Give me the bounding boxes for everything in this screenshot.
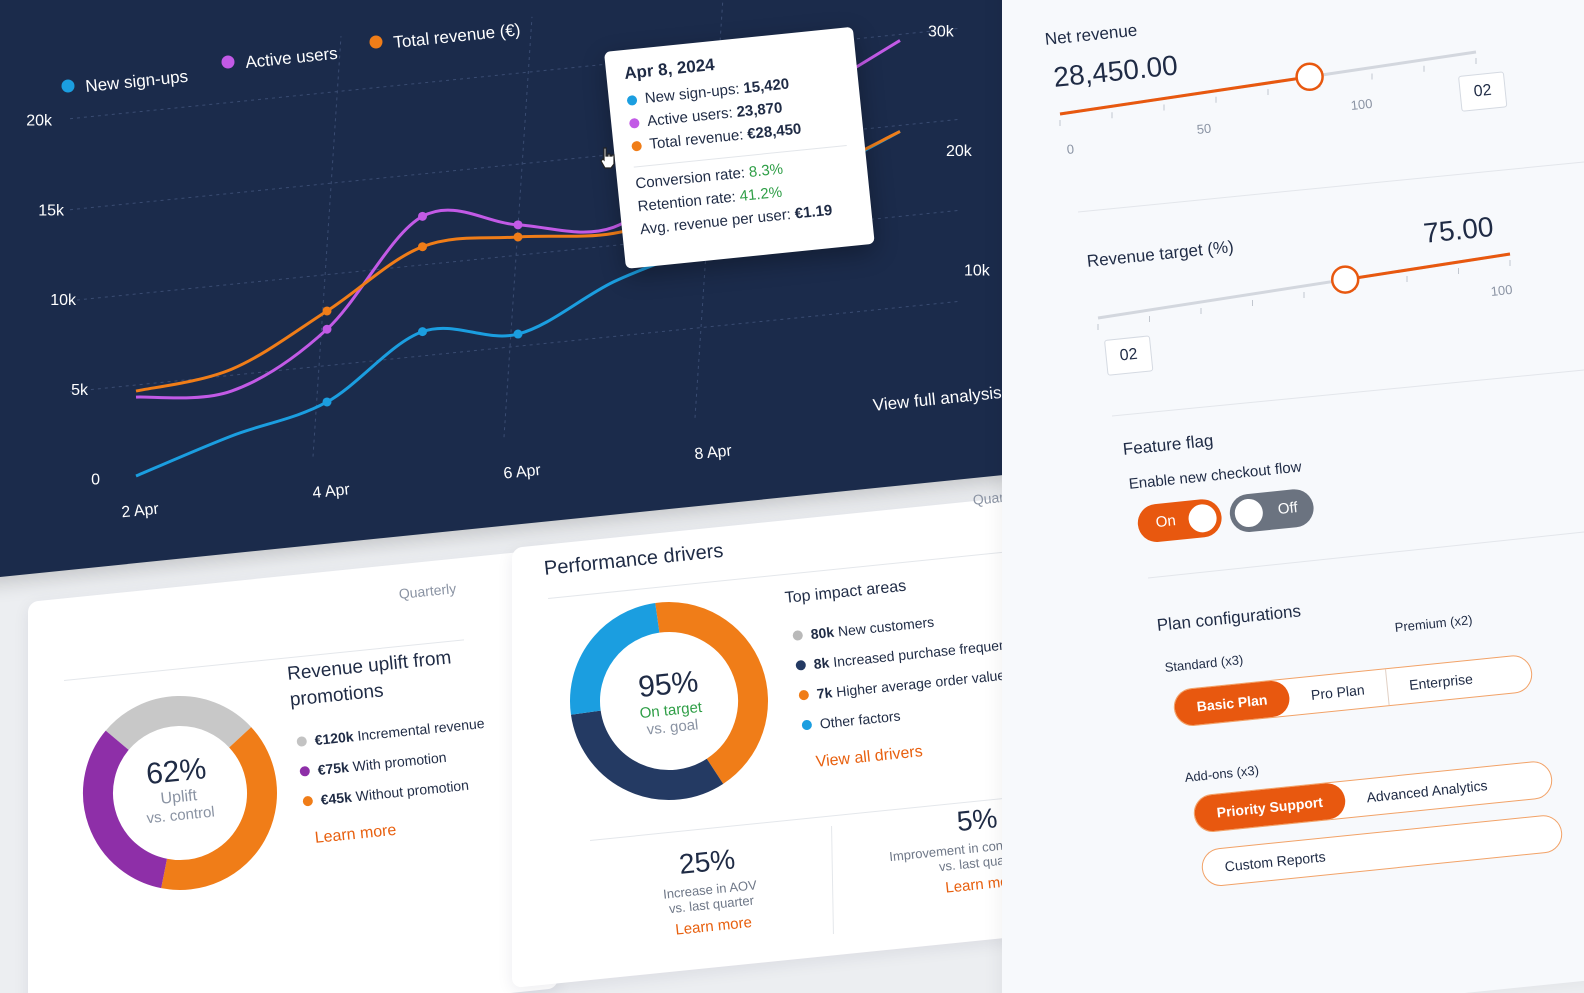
- net-revenue-tick-100: 100: [1350, 95, 1374, 113]
- uplift-legend-item: €45k Without promotion: [302, 775, 491, 810]
- uplift-donut-chart: [83, 696, 277, 890]
- net-revenue-tick-50: 50: [1196, 120, 1212, 137]
- drivers-donut-chart: [570, 602, 768, 800]
- donut-segment: [570, 710, 724, 800]
- net-revenue-tick-0: 0: [1066, 141, 1075, 157]
- revenue-dot-icon: [631, 140, 643, 152]
- toggle-off-label: Off: [1277, 499, 1299, 518]
- drivers-legend: 80k New customers 8k Increased purchase fr…: [792, 605, 1029, 747]
- donut-segment: [570, 602, 660, 715]
- donut-segment: [655, 602, 768, 784]
- navy-dot-icon: [795, 659, 807, 671]
- signups-dot-icon: [626, 94, 638, 106]
- orange-dot-icon: [302, 795, 314, 807]
- active-dot-icon: [628, 117, 640, 129]
- revenue-target-box[interactable]: 02: [1104, 335, 1154, 376]
- toggle-on-label: On: [1154, 512, 1177, 532]
- blue-dot-icon: [801, 719, 813, 731]
- revenue-target-tick-100: 100: [1490, 281, 1514, 299]
- toggle-knob: [1185, 500, 1221, 536]
- grey-dot-icon: [792, 629, 804, 641]
- uplift-donut-center: 62% Uplift vs. control: [115, 749, 241, 830]
- purple-dot-icon: [299, 765, 311, 777]
- chart-tooltip: Apr 8, 2024 New sign-ups: 15,420 Active …: [604, 26, 875, 269]
- donut-segment: [161, 727, 277, 890]
- main-chart-card: [0, 0, 1060, 580]
- grey-dot-icon: [296, 735, 308, 747]
- net-revenue-box[interactable]: 02: [1458, 71, 1508, 112]
- hand-cursor-icon: [600, 147, 615, 169]
- uplift-legend-item: €75k With promotion: [299, 745, 488, 780]
- drivers-donut-center: 95% On target vs. goal: [607, 662, 733, 742]
- donut-segment: [105, 696, 252, 751]
- drivers-legend-item: Other factors: [801, 695, 1027, 734]
- toggle-knob: [1231, 495, 1267, 531]
- uplift-legend: €120k Incremental revenue €75k With promot…: [296, 715, 493, 824]
- aov-stat: 25% Increase in AOV vs. last quarter Lea…: [636, 839, 784, 942]
- orange-dot-icon: [798, 689, 810, 701]
- donut-segment: [83, 730, 168, 889]
